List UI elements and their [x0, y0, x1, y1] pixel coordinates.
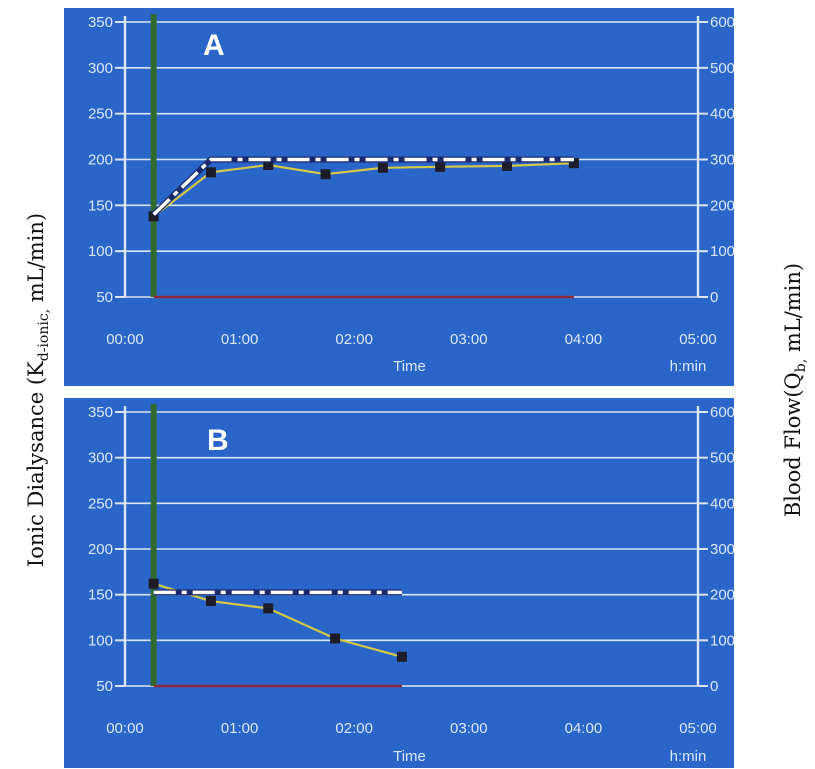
dialysance-point — [320, 169, 331, 180]
x-tick-label: 00:00 — [106, 331, 144, 348]
right-tick-label: 0 — [710, 289, 718, 306]
left-axis-title: Ionic Dialysance (Kd-ionic, mL/min) — [24, 213, 52, 567]
right-tick-label: 0 — [710, 678, 718, 695]
plot-background — [64, 8, 734, 386]
right-tick-label: 200 — [710, 197, 735, 214]
x-tick-label: 03:00 — [450, 331, 488, 348]
left-tick-label: 200 — [88, 541, 113, 558]
left-tick-label: 150 — [88, 587, 113, 604]
x-unit-label: h:min — [670, 748, 707, 765]
dialysance-line — [153, 162, 574, 218]
dialysance-point — [148, 211, 159, 222]
left-tick-label: 250 — [88, 495, 113, 512]
left-tick-label: 150 — [88, 197, 113, 214]
dialysance-point — [263, 160, 274, 170]
x-tick-label: 05:00 — [679, 720, 717, 737]
right-axis-title: Blood Flow(Qb, mL/min) — [781, 263, 809, 517]
left-tick-label: 100 — [88, 632, 113, 649]
dialysance-point — [205, 167, 216, 178]
right-tick-label: 400 — [710, 495, 735, 512]
dialysance-point — [377, 162, 388, 173]
x-axis-title: Time — [393, 358, 426, 375]
x-tick-label: 01:00 — [221, 331, 259, 348]
right-tick-label: 500 — [710, 60, 735, 77]
right-tick-label: 600 — [710, 14, 735, 31]
dialysance-point — [205, 596, 216, 607]
right-tick-label: 500 — [710, 450, 735, 467]
left-tick-label: 250 — [88, 106, 113, 123]
left-tick-label: 300 — [88, 60, 113, 77]
right-tick-label: 300 — [710, 541, 735, 558]
left-tick-label: 200 — [88, 152, 113, 169]
left-tick-label: 50 — [96, 678, 113, 695]
x-tick-label: 01:00 — [221, 720, 259, 737]
left-tick-label: 50 — [96, 289, 113, 306]
left-tick-label: 300 — [88, 450, 113, 467]
plot-background — [64, 398, 734, 768]
right-tick-label: 400 — [710, 106, 735, 123]
x-tick-label: 00:00 — [106, 720, 144, 737]
x-tick-label: 03:00 — [450, 720, 488, 737]
right-tick-label: 100 — [710, 632, 735, 649]
x-tick-label: 02:00 — [335, 720, 373, 737]
panel-letter: B — [207, 424, 229, 457]
blood-flow-line — [152, 157, 574, 216]
dialysance-point — [435, 161, 446, 172]
x-tick-label: 04:00 — [565, 720, 603, 737]
right-tick-label: 300 — [710, 152, 735, 169]
left-tick-label: 100 — [88, 243, 113, 260]
left-tick-label: 350 — [88, 14, 113, 31]
dialysance-point — [502, 160, 512, 171]
dialysance-point — [568, 158, 579, 169]
panel-a: 50 100 150 200 250 300 350 0 100 200 300 400 500 600 0… — [64, 8, 735, 386]
x-unit-label: h:min — [670, 358, 707, 375]
x-tick-label: 04:00 — [565, 331, 603, 348]
right-tick-label: 200 — [710, 587, 735, 604]
right-tick-label: 100 — [710, 243, 735, 260]
dialysance-point — [263, 603, 274, 614]
dialysance-point — [396, 651, 407, 662]
x-tick-label: 05:00 — [679, 331, 717, 348]
panel-letter: A — [203, 29, 225, 62]
right-tick-label: 600 — [710, 404, 735, 421]
x-axis-title: Time — [393, 748, 426, 765]
dialysance-point — [330, 633, 341, 644]
panel-b: 50 100 150 200 250 300 350 0 100 200 300 400 500 600 0… — [64, 398, 735, 768]
x-tick-label: 02:00 — [335, 331, 373, 348]
dialysance-point — [148, 578, 159, 589]
left-tick-label: 350 — [88, 404, 113, 421]
